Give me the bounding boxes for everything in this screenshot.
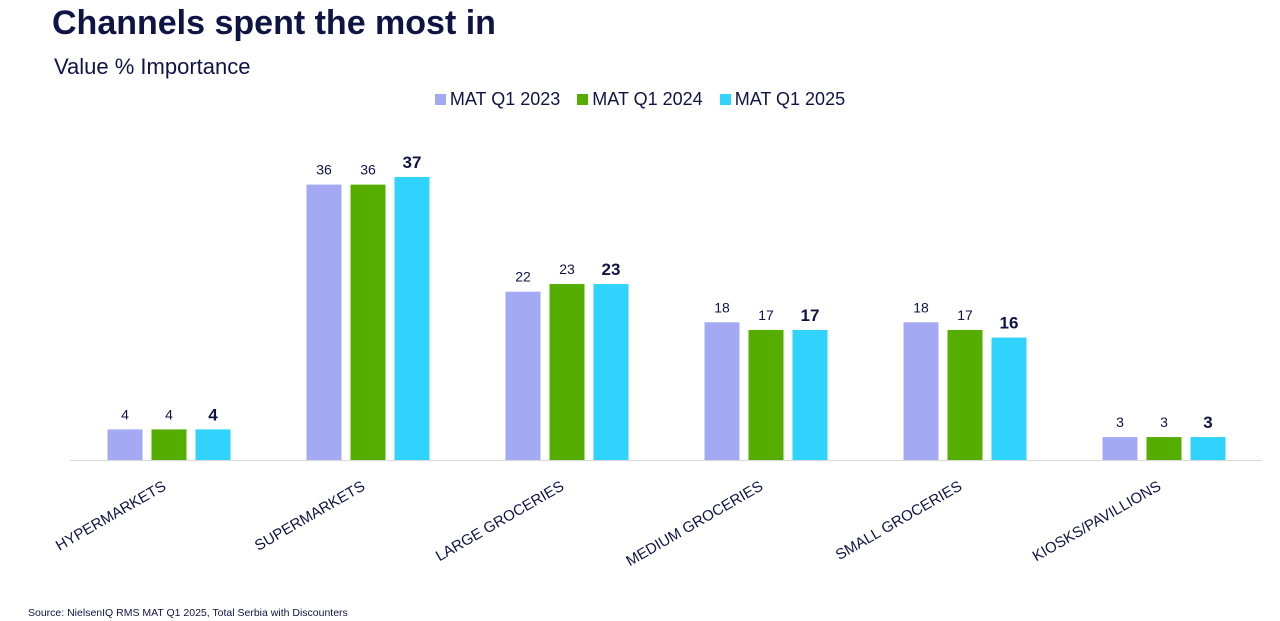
data-label-4-0: 18 bbox=[913, 299, 929, 315]
bar-2-1 bbox=[549, 284, 585, 460]
legend-label-2023: MAT Q1 2023 bbox=[449, 89, 561, 109]
data-label-3-0: 18 bbox=[714, 299, 730, 315]
legend-item-2025[interactable]: MAT Q1 2025 bbox=[719, 89, 846, 110]
bar-4-1 bbox=[947, 329, 983, 460]
category-label-4: SMALL GROCERIES bbox=[833, 478, 965, 564]
data-label-4-2: 16 bbox=[1000, 314, 1019, 333]
source-note: Source: NielsenIQ RMS MAT Q1 2025, Total… bbox=[28, 607, 348, 619]
data-label-4-1: 17 bbox=[957, 307, 973, 323]
bar-2-0 bbox=[505, 291, 541, 460]
data-label-1-1: 36 bbox=[360, 162, 376, 178]
data-label-0-2: 4 bbox=[208, 405, 218, 424]
bar-5-1 bbox=[1146, 437, 1182, 460]
data-label-5-0: 3 bbox=[1116, 414, 1124, 430]
bar-2-2 bbox=[593, 284, 629, 460]
legend-label-2024: MAT Q1 2024 bbox=[592, 89, 703, 109]
legend-swatch-2025 bbox=[719, 94, 731, 105]
category-label-5: KIOSKS/PAVILLIONS bbox=[1030, 478, 1164, 565]
bar-1-1 bbox=[350, 184, 386, 460]
category-label-0: HYPERMARKETS bbox=[53, 478, 169, 555]
data-label-3-2: 17 bbox=[801, 306, 820, 325]
bar-0-0 bbox=[107, 429, 143, 460]
bar-3-1 bbox=[748, 329, 784, 460]
chart-legend: MAT Q1 2023 MAT Q1 2024 MAT Q1 2025 bbox=[0, 89, 1280, 110]
data-label-1-0: 36 bbox=[316, 162, 332, 178]
bar-4-0 bbox=[903, 322, 939, 460]
legend-swatch-2024 bbox=[577, 94, 589, 105]
bar-3-0 bbox=[704, 322, 740, 460]
bar-1-2 bbox=[394, 176, 430, 460]
bar-0-1 bbox=[151, 429, 187, 460]
legend-item-2023[interactable]: MAT Q1 2023 bbox=[434, 89, 561, 110]
category-label-1: SUPERMARKETS bbox=[252, 478, 368, 555]
data-label-5-1: 3 bbox=[1160, 414, 1168, 430]
data-label-0-1: 4 bbox=[165, 406, 173, 422]
data-label-2-2: 23 bbox=[602, 260, 621, 279]
bar-3-2 bbox=[792, 329, 828, 460]
data-label-2-0: 22 bbox=[515, 269, 531, 285]
data-label-0-0: 4 bbox=[121, 406, 129, 422]
legend-swatch-2023 bbox=[434, 94, 446, 105]
bar-5-0 bbox=[1102, 437, 1138, 460]
data-label-5-2: 3 bbox=[1203, 413, 1212, 432]
bar-1-0 bbox=[306, 184, 342, 460]
legend-item-2024[interactable]: MAT Q1 2024 bbox=[577, 89, 703, 110]
legend-label-2025: MAT Q1 2025 bbox=[734, 89, 846, 109]
bar-4-2 bbox=[991, 337, 1027, 460]
page-subtitle: Value % Importance bbox=[54, 54, 251, 79]
bar-0-2 bbox=[195, 429, 231, 460]
data-label-1-2: 37 bbox=[403, 153, 422, 172]
page-title: Channels spent the most in bbox=[52, 4, 496, 42]
bar-5-2 bbox=[1190, 437, 1226, 460]
category-label-2: LARGE GROCERIES bbox=[433, 478, 567, 565]
category-label-3: MEDIUM GROCERIES bbox=[623, 478, 766, 570]
data-label-3-1: 17 bbox=[758, 307, 774, 323]
data-label-2-1: 23 bbox=[559, 261, 575, 277]
